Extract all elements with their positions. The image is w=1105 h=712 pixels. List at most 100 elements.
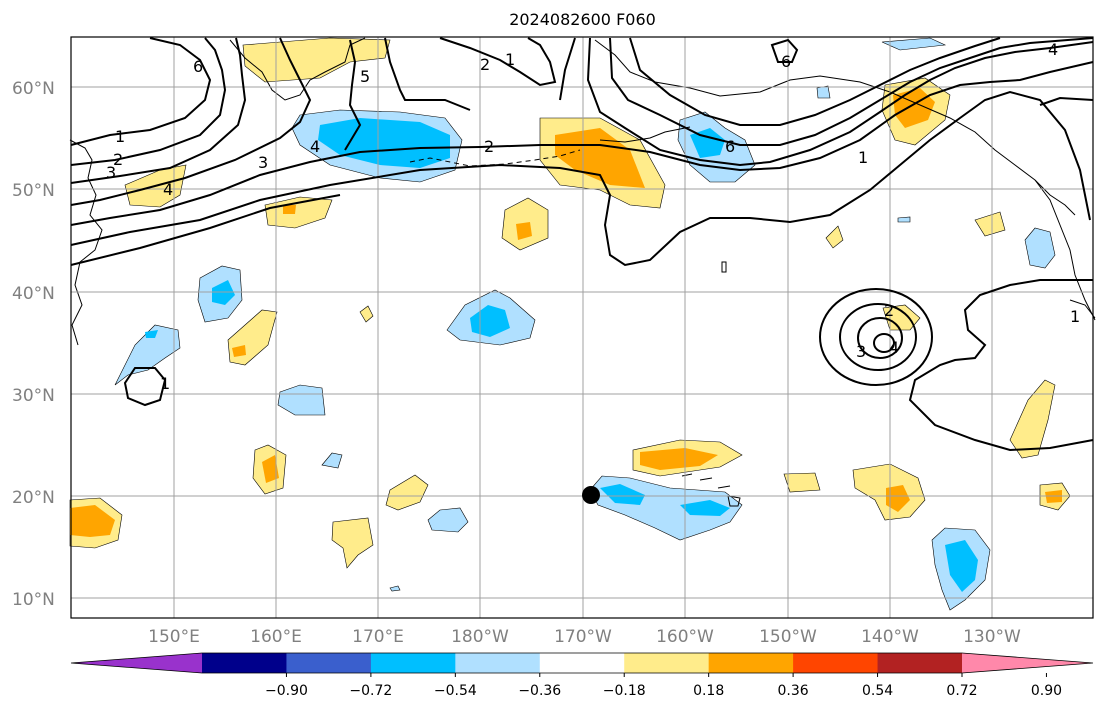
lat-label: 40°N [12, 284, 55, 304]
contour-line [873, 333, 895, 353]
lon-label: 160°W [656, 627, 714, 647]
light-blue-patch [881, 37, 947, 51]
contour-label: 2 [113, 150, 123, 169]
colorbar-tick-label: 0.18 [693, 683, 724, 699]
colorbar-segment [624, 653, 710, 673]
contour-line [70, 61, 1094, 226]
lon-label: 170°W [554, 627, 612, 647]
lon-label: 170°E [352, 627, 404, 647]
contour-lines [70, 37, 1094, 452]
contour-line [439, 37, 557, 87]
contour-line [344, 39, 362, 151]
baja-coast [1069, 299, 1096, 319]
contour-line [857, 317, 903, 359]
map-title: 2024082600 F060 [509, 10, 656, 29]
contour-label: 4 [310, 137, 320, 156]
colorbar: −0.90 −0.72 −0.54 −0.36 −0.18 0.18 0.36 0.54 0.7… [70, 652, 1094, 699]
blue-patch [945, 540, 978, 592]
orange-patch [886, 485, 910, 512]
light-blue-patch [816, 85, 831, 99]
contour-label: 5 [360, 67, 370, 86]
lon-label: 130°W [963, 627, 1021, 647]
contour-label: 3 [856, 342, 866, 361]
contour-label: 6 [725, 137, 735, 156]
lat-label: 50°N [12, 181, 55, 201]
contour-line [70, 37, 312, 206]
gridlines [71, 37, 1093, 618]
contour-label: 1 [115, 127, 125, 146]
light-blue-patch [427, 507, 469, 533]
colorbar-tick-label: −0.36 [518, 683, 561, 699]
lat-label: 10°N [12, 590, 55, 610]
contour-label: 1 [160, 374, 170, 393]
colorbar-tick-label: 0.54 [862, 683, 893, 699]
colorbar-segment [708, 653, 794, 673]
small-island [721, 261, 727, 273]
contour-label: 1 [505, 50, 515, 69]
contour-label: 6 [193, 57, 203, 76]
latitude-labels: 60°N 50°N 40°N 30°N 20°N 10°N [12, 79, 55, 610]
yellow-patch [825, 225, 844, 249]
colorbar-extend-high [962, 653, 1093, 673]
colorbar-segment [793, 653, 879, 673]
kamchatka-coast [229, 37, 366, 101]
hawaii-islands [681, 473, 741, 507]
map-frame [70, 36, 1094, 619]
colorbar-segment [539, 653, 625, 673]
yellow-patch [974, 211, 1006, 237]
location-marker [582, 486, 600, 504]
orange-patch [555, 128, 645, 188]
blue-patch [680, 500, 730, 516]
colorbar-segment [455, 653, 541, 673]
contour-line [586, 37, 1094, 167]
orange-patch [70, 505, 115, 537]
contour-line [70, 37, 227, 166]
asia-coast [69, 139, 103, 346]
yellow-patch [264, 196, 333, 229]
colorbar-segment [286, 653, 372, 673]
colorbar-tick-label: −0.90 [265, 683, 308, 699]
contour-line [70, 90, 1091, 267]
orange-patch [516, 222, 532, 240]
contour-line [559, 37, 576, 101]
orange-patch [232, 345, 246, 357]
contour-line [384, 37, 471, 111]
lon-label: 150°W [759, 627, 817, 647]
contour-line [629, 37, 1001, 126]
blue-patch [318, 118, 450, 168]
colorbar-tick-label: −0.54 [434, 683, 477, 699]
contour-labels: 6 5 4 3 2 1 1 2 3 4 2 1 6 6 4 1 2 3 4 1 [106, 40, 1080, 393]
contour-line [819, 288, 933, 386]
lon-label: 140°W [861, 627, 919, 647]
colorbar-tick-label: 0.72 [946, 683, 977, 699]
contour-line [770, 38, 799, 63]
contour-line [123, 367, 167, 407]
contour-label: 3 [258, 153, 268, 172]
colorbar-tick-label: −0.18 [603, 683, 646, 699]
contour-line [1039, 96, 1094, 106]
lon-label: 150°E [148, 627, 200, 647]
contour-label: 4 [1048, 40, 1058, 59]
colorbar-extend-low [71, 653, 202, 673]
yellow-patch [242, 37, 391, 83]
orange-patch [283, 205, 296, 214]
blue-patch [600, 484, 645, 505]
yellow-patch [359, 305, 374, 323]
yellow-patch [385, 474, 429, 511]
contour-label: 4 [889, 338, 899, 357]
yellow-patch [882, 304, 921, 331]
contour-line [70, 37, 247, 184]
lat-label: 20°N [12, 488, 55, 508]
contour-line [70, 194, 341, 266]
yellow-patch [331, 517, 374, 569]
colorbar-segment [877, 653, 963, 673]
contour-line [70, 37, 212, 146]
blue-patch [690, 128, 725, 158]
contour-line [908, 279, 1094, 452]
yellow-patch [1009, 379, 1056, 459]
contour-label: 1 [858, 148, 868, 167]
lat-label: 30°N [12, 386, 55, 406]
blue-patch [145, 330, 158, 338]
longitude-labels: 150°E 160°E 170°E 180°W 170°W 160°W 150°… [148, 627, 1021, 647]
